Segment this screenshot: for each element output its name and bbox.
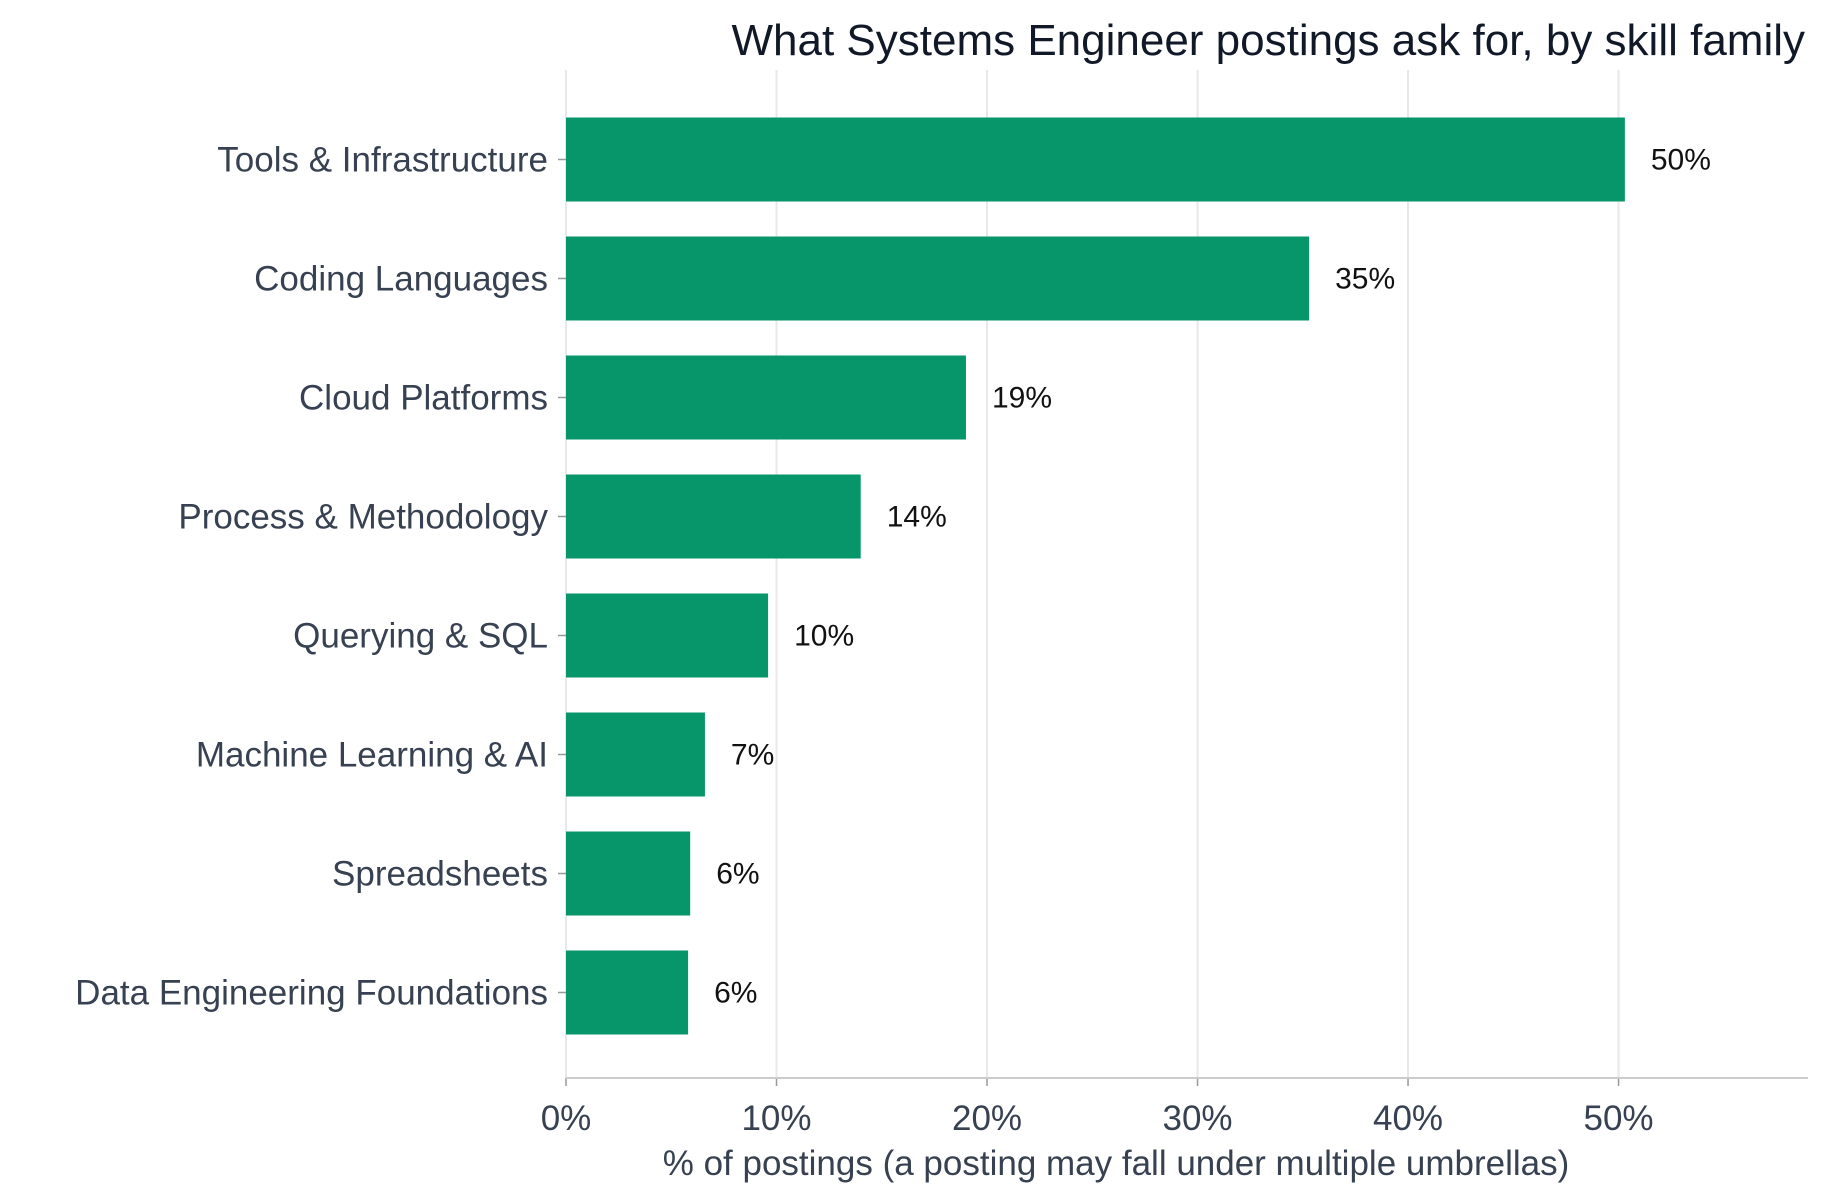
bar (566, 117, 1625, 202)
category-label: Querying & SQL (293, 617, 548, 656)
x-tick-label: 40% (1373, 1099, 1443, 1138)
bar (566, 831, 691, 916)
x-axis: 0% 10% 20% 30% 40% 50% (541, 1077, 1808, 1138)
grid-layer (565, 70, 1620, 1078)
bar (566, 712, 705, 797)
bar (566, 950, 689, 1035)
category-label: Process & Methodology (178, 498, 548, 537)
x-tick-label: 0% (541, 1099, 592, 1138)
bar (566, 474, 861, 559)
x-tick-label: 50% (1584, 1099, 1654, 1138)
bar (566, 355, 966, 440)
bar-value-label: 19% (992, 382, 1052, 415)
x-tick-label: 20% (952, 1099, 1022, 1138)
x-tick-label: 10% (741, 1099, 811, 1138)
category-label: Data Engineering Foundations (75, 974, 548, 1013)
bar-value-label: 10% (794, 620, 854, 653)
chart-title: What Systems Engineer postings ask for, … (731, 16, 1805, 65)
x-tick-label: 30% (1162, 1099, 1232, 1138)
bar-value-label: 50% (1651, 144, 1711, 177)
category-label: Spreadsheets (332, 855, 548, 894)
bar-value-label: 14% (887, 501, 947, 534)
bar (566, 593, 769, 678)
x-axis-label: % of postings (a posting may fall under … (663, 1144, 1570, 1183)
category-label: Cloud Platforms (299, 379, 548, 418)
category-labels: Tools & Infrastructure 50% Coding Language… (75, 141, 1711, 1013)
bar-value-label: 6% (714, 977, 757, 1010)
category-label: Coding Languages (254, 260, 548, 299)
category-label: Tools & Infrastructure (217, 141, 548, 180)
bar-value-label: 35% (1335, 263, 1395, 296)
bars-layer (566, 117, 1625, 1035)
category-label: Machine Learning & AI (196, 736, 548, 775)
bar (566, 236, 1310, 321)
bar-value-label: 6% (716, 858, 759, 891)
bar-value-label: 7% (731, 739, 774, 772)
